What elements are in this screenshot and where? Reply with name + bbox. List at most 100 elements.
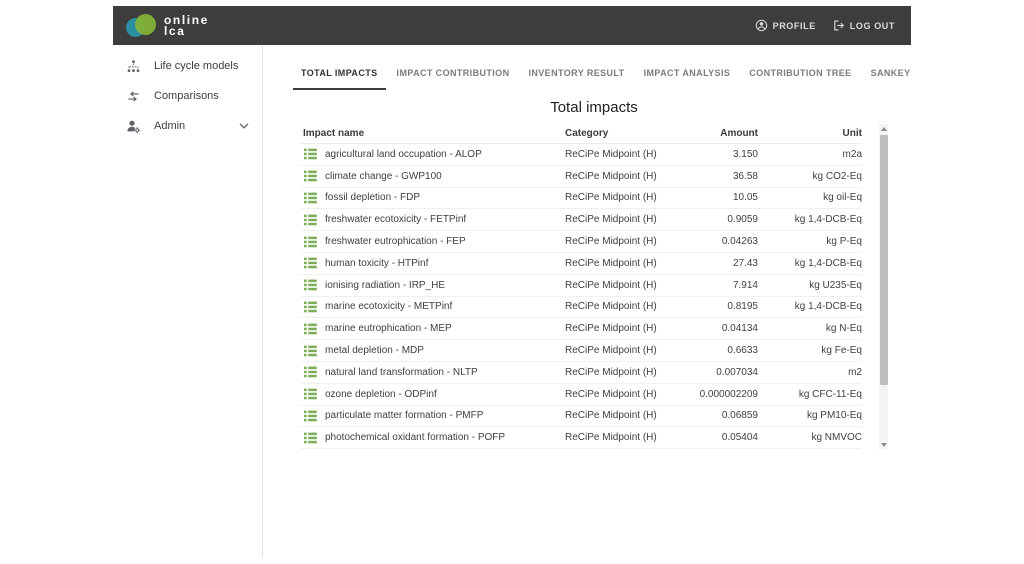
profile-button[interactable]: PROFILE bbox=[755, 19, 816, 32]
impact-name-cell: ozone depletion - ODPinf bbox=[325, 389, 565, 400]
amount-cell: 0.6633 bbox=[685, 345, 758, 356]
compare-arrows-icon bbox=[126, 89, 141, 104]
list-icon[interactable] bbox=[300, 279, 325, 291]
tab-impact-contribution[interactable]: IMPACT CONTRIBUTION bbox=[389, 58, 518, 90]
category-cell: ReCiPe Midpoint (H) bbox=[565, 171, 685, 182]
logo-circles-icon bbox=[126, 13, 157, 39]
amount-cell: 0.05404 bbox=[685, 432, 758, 443]
list-icon[interactable] bbox=[300, 388, 325, 400]
impact-name-cell: freshwater eutrophication - FEP bbox=[325, 236, 565, 247]
profile-label: PROFILE bbox=[773, 21, 816, 31]
unit-cell: kg P-Eq bbox=[758, 236, 862, 247]
list-icon[interactable] bbox=[300, 148, 325, 160]
sidebar-item-label: Admin bbox=[154, 120, 185, 132]
table-row[interactable]: freshwater eutrophication - FEPReCiPe Mi… bbox=[300, 231, 862, 253]
tab-inventory-result[interactable]: INVENTORY RESULT bbox=[520, 58, 632, 90]
amount-cell: 7.914 bbox=[685, 280, 758, 291]
table-row[interactable]: metal depletion - MDPReCiPe Midpoint (H)… bbox=[300, 340, 862, 362]
tab-sankey[interactable]: SANKEY bbox=[863, 58, 919, 90]
scrollbar-thumb[interactable] bbox=[880, 135, 888, 385]
hierarchy-icon bbox=[126, 59, 141, 74]
amount-cell: 3.150 bbox=[685, 149, 758, 160]
table-row[interactable]: human toxicity - HTPinfReCiPe Midpoint (… bbox=[300, 253, 862, 275]
sidebar-item-comparisons[interactable]: Comparisons bbox=[113, 81, 262, 111]
unit-cell: kg U235-Eq bbox=[758, 280, 862, 291]
list-icon[interactable] bbox=[300, 257, 325, 269]
sidebar-item-label: Life cycle models bbox=[154, 60, 238, 72]
tab-bar: TOTAL IMPACTSIMPACT CONTRIBUTIONINVENTOR… bbox=[293, 58, 919, 90]
sidebar-item-admin[interactable]: Admin bbox=[113, 111, 262, 141]
unit-cell: m2 bbox=[758, 367, 862, 378]
impacts-table-body: agricultural land occupation - ALOPReCiP… bbox=[300, 144, 888, 449]
list-icon[interactable] bbox=[300, 410, 325, 422]
list-icon[interactable] bbox=[300, 323, 325, 335]
category-cell: ReCiPe Midpoint (H) bbox=[565, 149, 685, 160]
scroll-up-arrow-icon[interactable] bbox=[879, 124, 888, 133]
list-icon[interactable] bbox=[300, 170, 325, 182]
category-cell: ReCiPe Midpoint (H) bbox=[565, 345, 685, 356]
table-row[interactable]: fossil depletion - FDPReCiPe Midpoint (H… bbox=[300, 188, 862, 210]
admin-icon bbox=[126, 119, 141, 134]
chevron-down-icon[interactable] bbox=[239, 123, 249, 129]
sidebar: Life cycle models Comparisons bbox=[113, 45, 263, 557]
profile-icon bbox=[755, 19, 768, 32]
scroll-down-arrow-icon[interactable] bbox=[879, 440, 888, 449]
unit-cell: kg 1,4-DCB-Eq bbox=[758, 258, 862, 269]
category-cell: ReCiPe Midpoint (H) bbox=[565, 410, 685, 421]
tab-total-impacts[interactable]: TOTAL IMPACTS bbox=[293, 58, 386, 90]
impact-name-cell: metal depletion - MDP bbox=[325, 345, 565, 356]
amount-cell: 0.007034 bbox=[685, 367, 758, 378]
table-row[interactable]: marine eutrophication - MEPReCiPe Midpoi… bbox=[300, 318, 862, 340]
app-window: online lca PROFILE bbox=[113, 6, 911, 557]
column-header-impact-name: Impact name bbox=[300, 128, 565, 139]
logout-icon bbox=[832, 19, 845, 32]
table-row[interactable]: freshwater ecotoxicity - FETPinfReCiPe M… bbox=[300, 209, 862, 231]
amount-cell: 36.58 bbox=[685, 171, 758, 182]
unit-cell: kg CFC-11-Eq bbox=[758, 389, 862, 400]
unit-cell: kg NMVOC bbox=[758, 432, 862, 443]
impact-name-cell: photochemical oxidant formation - POFP bbox=[325, 432, 565, 443]
list-icon[interactable] bbox=[300, 366, 325, 378]
logout-label: LOG OUT bbox=[850, 21, 895, 31]
logout-button[interactable]: LOG OUT bbox=[832, 19, 895, 32]
tab-contribution-tree[interactable]: CONTRIBUTION TREE bbox=[741, 58, 859, 90]
table-row[interactable]: photochemical oxidant formation - POFPRe… bbox=[300, 427, 862, 449]
list-icon[interactable] bbox=[300, 345, 325, 357]
impact-name-cell: freshwater ecotoxicity - FETPinf bbox=[325, 214, 565, 225]
sidebar-item-label: Comparisons bbox=[154, 90, 219, 102]
table-row[interactable]: ozone depletion - ODPinfReCiPe Midpoint … bbox=[300, 384, 862, 406]
amount-cell: 27.43 bbox=[685, 258, 758, 269]
category-cell: ReCiPe Midpoint (H) bbox=[565, 301, 685, 312]
app-logo[interactable]: online lca bbox=[126, 13, 209, 39]
column-header-unit: Unit bbox=[758, 128, 862, 139]
list-icon[interactable] bbox=[300, 214, 325, 226]
tab-impact-analysis[interactable]: IMPACT ANALYSIS bbox=[636, 58, 739, 90]
table-header-row: Impact name Category Amount Unit bbox=[300, 124, 862, 144]
list-icon[interactable] bbox=[300, 432, 325, 444]
impact-name-cell: agricultural land occupation - ALOP bbox=[325, 149, 565, 160]
table-row[interactable]: climate change - GWP100ReCiPe Midpoint (… bbox=[300, 166, 862, 188]
amount-cell: 0.8195 bbox=[685, 301, 758, 312]
vertical-scrollbar[interactable] bbox=[879, 124, 888, 449]
amount-cell: 0.04134 bbox=[685, 323, 758, 334]
unit-cell: m2a bbox=[758, 149, 862, 160]
table-row[interactable]: agricultural land occupation - ALOPReCiP… bbox=[300, 144, 862, 166]
sidebar-item-life-cycle-models[interactable]: Life cycle models bbox=[113, 51, 262, 81]
list-icon[interactable] bbox=[300, 301, 325, 313]
list-icon[interactable] bbox=[300, 236, 325, 248]
impact-name-cell: ionising radiation - IRP_HE bbox=[325, 280, 565, 291]
column-header-category: Category bbox=[565, 128, 685, 139]
table-row[interactable]: marine ecotoxicity - METPinfReCiPe Midpo… bbox=[300, 297, 862, 319]
amount-cell: 0.9059 bbox=[685, 214, 758, 225]
amount-cell: 0.000002209 bbox=[685, 389, 758, 400]
unit-cell: kg 1,4-DCB-Eq bbox=[758, 301, 862, 312]
category-cell: ReCiPe Midpoint (H) bbox=[565, 192, 685, 203]
table-row[interactable]: natural land transformation - NLTPReCiPe… bbox=[300, 362, 862, 384]
category-cell: ReCiPe Midpoint (H) bbox=[565, 258, 685, 269]
category-cell: ReCiPe Midpoint (H) bbox=[565, 323, 685, 334]
category-cell: ReCiPe Midpoint (H) bbox=[565, 432, 685, 443]
table-row[interactable]: particulate matter formation - PMFPReCiP… bbox=[300, 406, 862, 428]
amount-cell: 10.05 bbox=[685, 192, 758, 203]
table-row[interactable]: ionising radiation - IRP_HEReCiPe Midpoi… bbox=[300, 275, 862, 297]
list-icon[interactable] bbox=[300, 192, 325, 204]
